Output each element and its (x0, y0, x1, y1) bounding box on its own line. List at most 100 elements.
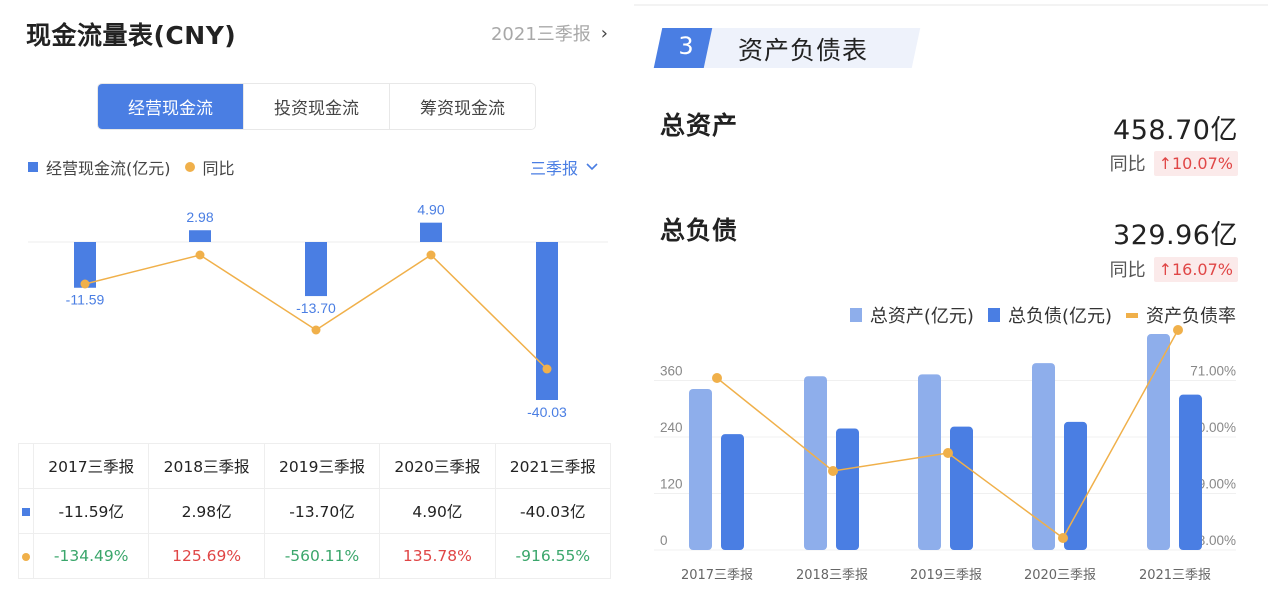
balance-sheet-panel: 3 资产负债表 总资产 458.70亿 同比 ↑10.07% 总负债 329.9… (634, 0, 1268, 597)
total-assets-bar[interactable] (689, 388, 712, 550)
cash-flow-tabs: 经营现金流 投资现金流 筹资现金流 (97, 83, 536, 130)
cash-flow-bar[interactable] (189, 230, 211, 242)
yoy-point[interactable] (195, 250, 205, 260)
period-selector-label: 2021三季报 (490, 24, 591, 45)
balance-sheet-legend: 总资产(亿元) 总负债(亿元) 资产负债率 (849, 302, 1236, 328)
tab-financing-cash-flow[interactable]: 筹资现金流 (389, 84, 535, 129)
svg-text:-13.70: -13.70 (296, 300, 336, 316)
legend-ratio-label: 资产负债率 (1146, 306, 1236, 327)
svg-text:0: 0 (660, 533, 668, 548)
svg-text:4.90: 4.90 (417, 202, 444, 218)
cash-flow-chart: -11.59 2.98 -13.70 4.90 -40.03 (0, 190, 634, 430)
svg-text:71.00%: 71.00% (1190, 364, 1236, 379)
liabilities-swatch-icon (987, 308, 1000, 322)
cash-flow-legend: 经营现金流(亿元) 同比 (28, 155, 235, 179)
bar-legend-swatch-icon (28, 162, 38, 172)
total-liabilities-label: 总负债 (660, 216, 739, 245)
ratio-line-swatch-icon (1126, 312, 1138, 318)
table-header-row: 2017三季报 2018三季报 2019三季报 2020三季报 2021三季报 (18, 443, 612, 489)
section-number: 3 (678, 32, 694, 60)
svg-text:2020三季报: 2020三季报 (1024, 568, 1096, 583)
total-assets-label: 总资产 (660, 111, 739, 140)
yoy-point[interactable] (426, 250, 436, 260)
col-header: 2021三季报 (494, 443, 612, 489)
yoy-cell: -560.11% (263, 533, 381, 579)
debt-ratio-point[interactable] (943, 448, 953, 458)
legend-assets-label: 总资产(亿元) (869, 306, 974, 327)
debt-ratio-point[interactable] (1058, 533, 1068, 543)
period-selector[interactable]: 2021三季报 › (491, 20, 608, 46)
value-cell: -40.03亿 (494, 488, 612, 534)
total-assets-bar[interactable] (1147, 334, 1170, 550)
total-liabilities-bar[interactable] (721, 434, 744, 550)
total-liabilities-bar[interactable] (1064, 421, 1087, 550)
svg-text:2018三季报: 2018三季报 (796, 568, 868, 583)
svg-text:2017三季报: 2017三季报 (681, 568, 753, 583)
total-assets-value: 458.70亿 (1113, 115, 1238, 146)
svg-text:2019三季报: 2019三季报 (910, 568, 982, 583)
value-cell: 2.98亿 (148, 488, 265, 534)
col-header: 2018三季报 (148, 443, 265, 489)
yoy-badge: ↑10.07% (1153, 150, 1238, 176)
line-series-icon (22, 553, 30, 561)
total-liabilities-bar[interactable] (950, 426, 973, 550)
legend-ratio[interactable]: 资产负债率 (1126, 302, 1236, 328)
total-liabilities-bar[interactable] (836, 428, 859, 550)
yoy-point[interactable] (80, 279, 90, 289)
cash-flow-title: 现金流量表(CNY) (26, 21, 237, 50)
table-row: -11.59亿 2.98亿 -13.70亿 4.90亿 -40.03亿 (18, 488, 612, 534)
svg-text:-11.59: -11.59 (66, 292, 105, 308)
svg-text:-40.03: -40.03 (527, 404, 567, 420)
debt-ratio-point[interactable] (712, 373, 722, 383)
value-cell: 4.90亿 (379, 488, 496, 534)
yoy-cell: 125.69% (148, 533, 265, 579)
yoy-cell: 135.78% (379, 533, 496, 579)
col-header: 2017三季报 (32, 443, 150, 489)
section-title: 资产负债表 (738, 36, 869, 65)
table-row: -134.49% 125.69% -560.11% 135.78% -916.5… (18, 533, 612, 579)
svg-text:2021三季报: 2021三季报 (1139, 568, 1211, 583)
total-assets-bar[interactable] (1032, 363, 1055, 550)
balance-sheet-chart: 0 68.00% 120 69.00% 240 70.00% 360 71.00% 2017三季… (634, 325, 1268, 597)
frequency-dropdown[interactable]: 三季报 (530, 155, 598, 179)
total-liabilities-value: 329.96亿 (1113, 220, 1238, 251)
col-header: 2019三季报 (263, 443, 381, 489)
cash-flow-table: 2017三季报 2018三季报 2019三季报 2020三季报 2021三季报 … (18, 443, 612, 579)
total-assets-yoy: 同比 ↑10.07% (1110, 150, 1238, 176)
debt-ratio-point[interactable] (1173, 325, 1183, 335)
cash-flow-bar[interactable] (420, 222, 442, 242)
yoy-cell: -134.49% (32, 533, 150, 579)
value-cell: -13.70亿 (263, 488, 381, 534)
cash-flow-panel: 现金流量表(CNY) 2021三季报 › 经营现金流 投资现金流 筹资现金流 经… (0, 20, 634, 579)
yoy-point[interactable] (542, 364, 552, 374)
line-legend-dot-icon (184, 162, 195, 172)
col-header: 2020三季报 (379, 443, 496, 489)
yoy-cell: -916.55% (494, 533, 612, 579)
tab-investing-cash-flow[interactable]: 投资现金流 (243, 84, 389, 129)
debt-ratio-point[interactable] (828, 466, 838, 476)
svg-text:360: 360 (660, 364, 683, 379)
svg-text:120: 120 (660, 477, 683, 492)
section-header: 3 资产负债表 (653, 28, 921, 68)
legend-bar-label: 经营现金流(亿元) (46, 159, 171, 178)
legend-line-label: 同比 (202, 159, 235, 178)
cash-flow-bar[interactable] (305, 242, 327, 297)
total-assets-bar[interactable] (918, 374, 941, 550)
cash-flow-bar[interactable] (536, 242, 558, 400)
assets-swatch-icon (849, 308, 862, 322)
legend-assets[interactable]: 总资产(亿元) (849, 302, 974, 328)
tab-operating-cash-flow[interactable]: 经营现金流 (98, 84, 243, 129)
cash-flow-bar[interactable] (74, 242, 96, 288)
total-assets-bar[interactable] (804, 376, 827, 550)
total-liabilities-yoy: 同比 ↑16.07% (1110, 256, 1238, 282)
divider (634, 4, 1268, 6)
value-cell: -11.59亿 (32, 488, 150, 534)
chevron-right-icon: › (600, 22, 608, 44)
yoy-label: 同比 (1109, 260, 1146, 281)
bar-series-icon (22, 508, 30, 516)
yoy-point[interactable] (311, 325, 321, 335)
frequency-label: 三季报 (529, 159, 578, 178)
legend-liabilities[interactable]: 总负债(亿元) (987, 302, 1112, 328)
total-liabilities-bar[interactable] (1179, 394, 1202, 550)
yoy-label: 同比 (1109, 154, 1146, 175)
